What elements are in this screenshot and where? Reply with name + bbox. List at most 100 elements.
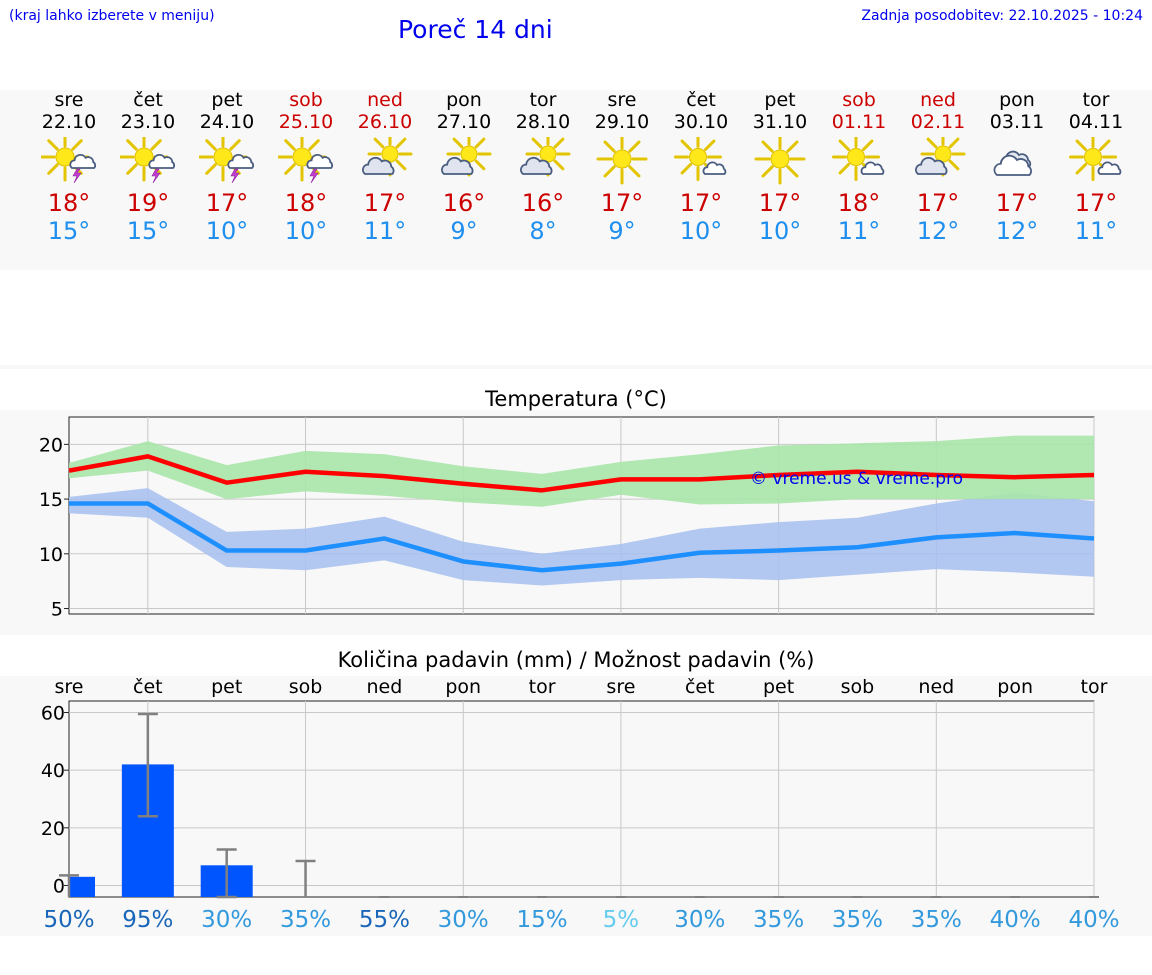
- precip-chance: 15%: [517, 907, 568, 933]
- max-temp: 17°: [205, 189, 249, 217]
- max-temp: 17°: [916, 189, 960, 217]
- partly-cloudy-icon: [915, 137, 966, 177]
- day-date: 30.10: [673, 111, 729, 133]
- y-tick-label: 0: [53, 875, 65, 897]
- day-forecast: pet 31.10 17° 10°: [741, 89, 819, 245]
- cloudy-icon: [993, 150, 1032, 176]
- max-temp: 18°: [47, 189, 91, 217]
- band-min: [69, 488, 1094, 586]
- min-temp: 12°: [916, 217, 960, 245]
- day-name: sre: [54, 89, 84, 111]
- min-temp: 10°: [679, 217, 723, 245]
- x-category-label: čet: [685, 676, 715, 698]
- day-date: 23.10: [120, 111, 176, 133]
- partly-cloudy-icon: [441, 137, 492, 177]
- precipitation-chart: 0 20 40 60 sre čet pet sob ned pon tor sre čet pet sob…: [41, 676, 1120, 933]
- day-name: tor: [529, 89, 557, 111]
- y-tick-label: 20: [41, 818, 65, 840]
- sun-cloud-thunder-icon: [278, 137, 334, 184]
- line-max: [68, 454, 1095, 493]
- sun-cloud-thunder-icon: [199, 137, 255, 184]
- x-category-label: sre: [606, 676, 635, 698]
- sun-icon: [754, 137, 806, 185]
- max-temp: 19°: [126, 189, 170, 217]
- partly-cloudy-icon: [520, 137, 571, 177]
- day-name: pet: [211, 89, 243, 111]
- max-temp: 18°: [837, 189, 881, 217]
- sun-icon: [596, 137, 648, 185]
- temperature-chart-title: Temperatura (°C): [485, 387, 667, 411]
- page-title: Poreč 14 dni: [398, 15, 553, 44]
- precip-chance: 35%: [832, 907, 883, 933]
- precipitation-chart-title: Količina padavin (mm) / Možnost padavin …: [337, 648, 815, 672]
- min-temp: 10°: [205, 217, 249, 245]
- day-forecast: sob 01.11 18° 11°: [820, 89, 898, 245]
- precip-chance: 5%: [603, 907, 640, 933]
- day-name: sob: [842, 89, 876, 111]
- day-name: ned: [367, 89, 403, 111]
- daily-forecast-panel: sre 22.10 18° 15° čet 23.10 19° 15° pet 24.10 17° 1…: [0, 89, 1152, 270]
- x-category-label: sre: [55, 676, 84, 698]
- x-category-label: tor: [529, 676, 556, 698]
- max-temp: 16°: [442, 189, 486, 217]
- precip-chance: 30%: [201, 907, 252, 933]
- precip-chance: 35%: [280, 907, 331, 933]
- min-temp: 9°: [608, 217, 636, 245]
- x-category-label: pon: [445, 676, 481, 698]
- day-date: 24.10: [199, 111, 255, 133]
- day-name: pon: [999, 89, 1035, 111]
- day-date: 04.11: [1068, 111, 1124, 133]
- day-date: 25.10: [278, 111, 334, 133]
- max-temp: 16°: [521, 189, 565, 217]
- precip-chance: 30%: [674, 907, 725, 933]
- day-date: 22.10: [41, 111, 97, 133]
- y-tick-label: 20: [39, 434, 63, 456]
- y-tick-label: 40: [41, 760, 65, 782]
- last-update: Zadnja posodobitev: 22.10.2025 - 10:24: [861, 8, 1143, 24]
- day-name: sob: [289, 89, 323, 111]
- min-temp: 11°: [837, 217, 881, 245]
- sun-small-cloud-icon: [832, 137, 885, 181]
- partly-cloudy-icon: [362, 137, 413, 177]
- plot-area: [68, 700, 1095, 898]
- day-date: 01.11: [831, 111, 887, 133]
- day-forecast: pon 03.11 17° 12°: [978, 89, 1056, 245]
- sun-cloud-thunder-icon: [120, 137, 176, 184]
- precip-chance: 40%: [1068, 907, 1119, 933]
- max-temp: 17°: [758, 189, 802, 217]
- precip-chance: 35%: [911, 907, 962, 933]
- day-forecast: ned 26.10 17° 11°: [346, 89, 424, 245]
- sun-cloud-thunder-icon: [41, 137, 97, 184]
- max-temp: 17°: [1074, 189, 1118, 217]
- day-forecast: čet 23.10 19° 15°: [109, 89, 187, 245]
- min-temp: 8°: [529, 217, 557, 245]
- day-name: sre: [607, 89, 637, 111]
- region-menu-hint[interactable]: (kraj lahko izberete v meniju): [9, 8, 215, 24]
- x-category-label: ned: [918, 676, 954, 698]
- min-temp: 15°: [126, 217, 170, 245]
- precip-chance: 40%: [990, 907, 1041, 933]
- day-forecast: tor 04.11 17° 11°: [1057, 89, 1135, 245]
- day-forecast: sob 25.10 18° 10°: [267, 89, 345, 245]
- max-temp: 18°: [284, 189, 328, 217]
- day-forecast: sre 29.10 17° 9°: [583, 89, 661, 245]
- precip-bar: [69, 876, 95, 897]
- divider: [0, 365, 1152, 369]
- sun-small-cloud-icon: [674, 137, 727, 181]
- x-category-label: pet: [763, 676, 794, 698]
- sun-small-cloud-icon: [1069, 137, 1122, 181]
- max-temp: 17°: [363, 189, 407, 217]
- min-temp: 11°: [1074, 217, 1118, 245]
- x-category-label: tor: [1081, 676, 1108, 698]
- day-forecast: čet 30.10 17° 10°: [662, 89, 740, 245]
- y-tick-label: 5: [51, 599, 63, 621]
- precip-chance: 95%: [122, 907, 173, 933]
- line-min: [69, 501, 1095, 573]
- x-category-label: čet: [133, 676, 163, 698]
- day-forecast: sre 22.10 18° 15°: [30, 89, 108, 245]
- day-name: čet: [686, 89, 716, 111]
- day-name: tor: [1082, 89, 1110, 111]
- day-forecast: ned 02.11 17° 12°: [899, 89, 977, 245]
- temperature-chart: 5 10 15 20 © vreme.us & vreme.pro: [39, 416, 1095, 621]
- day-date: 28.10: [515, 111, 571, 133]
